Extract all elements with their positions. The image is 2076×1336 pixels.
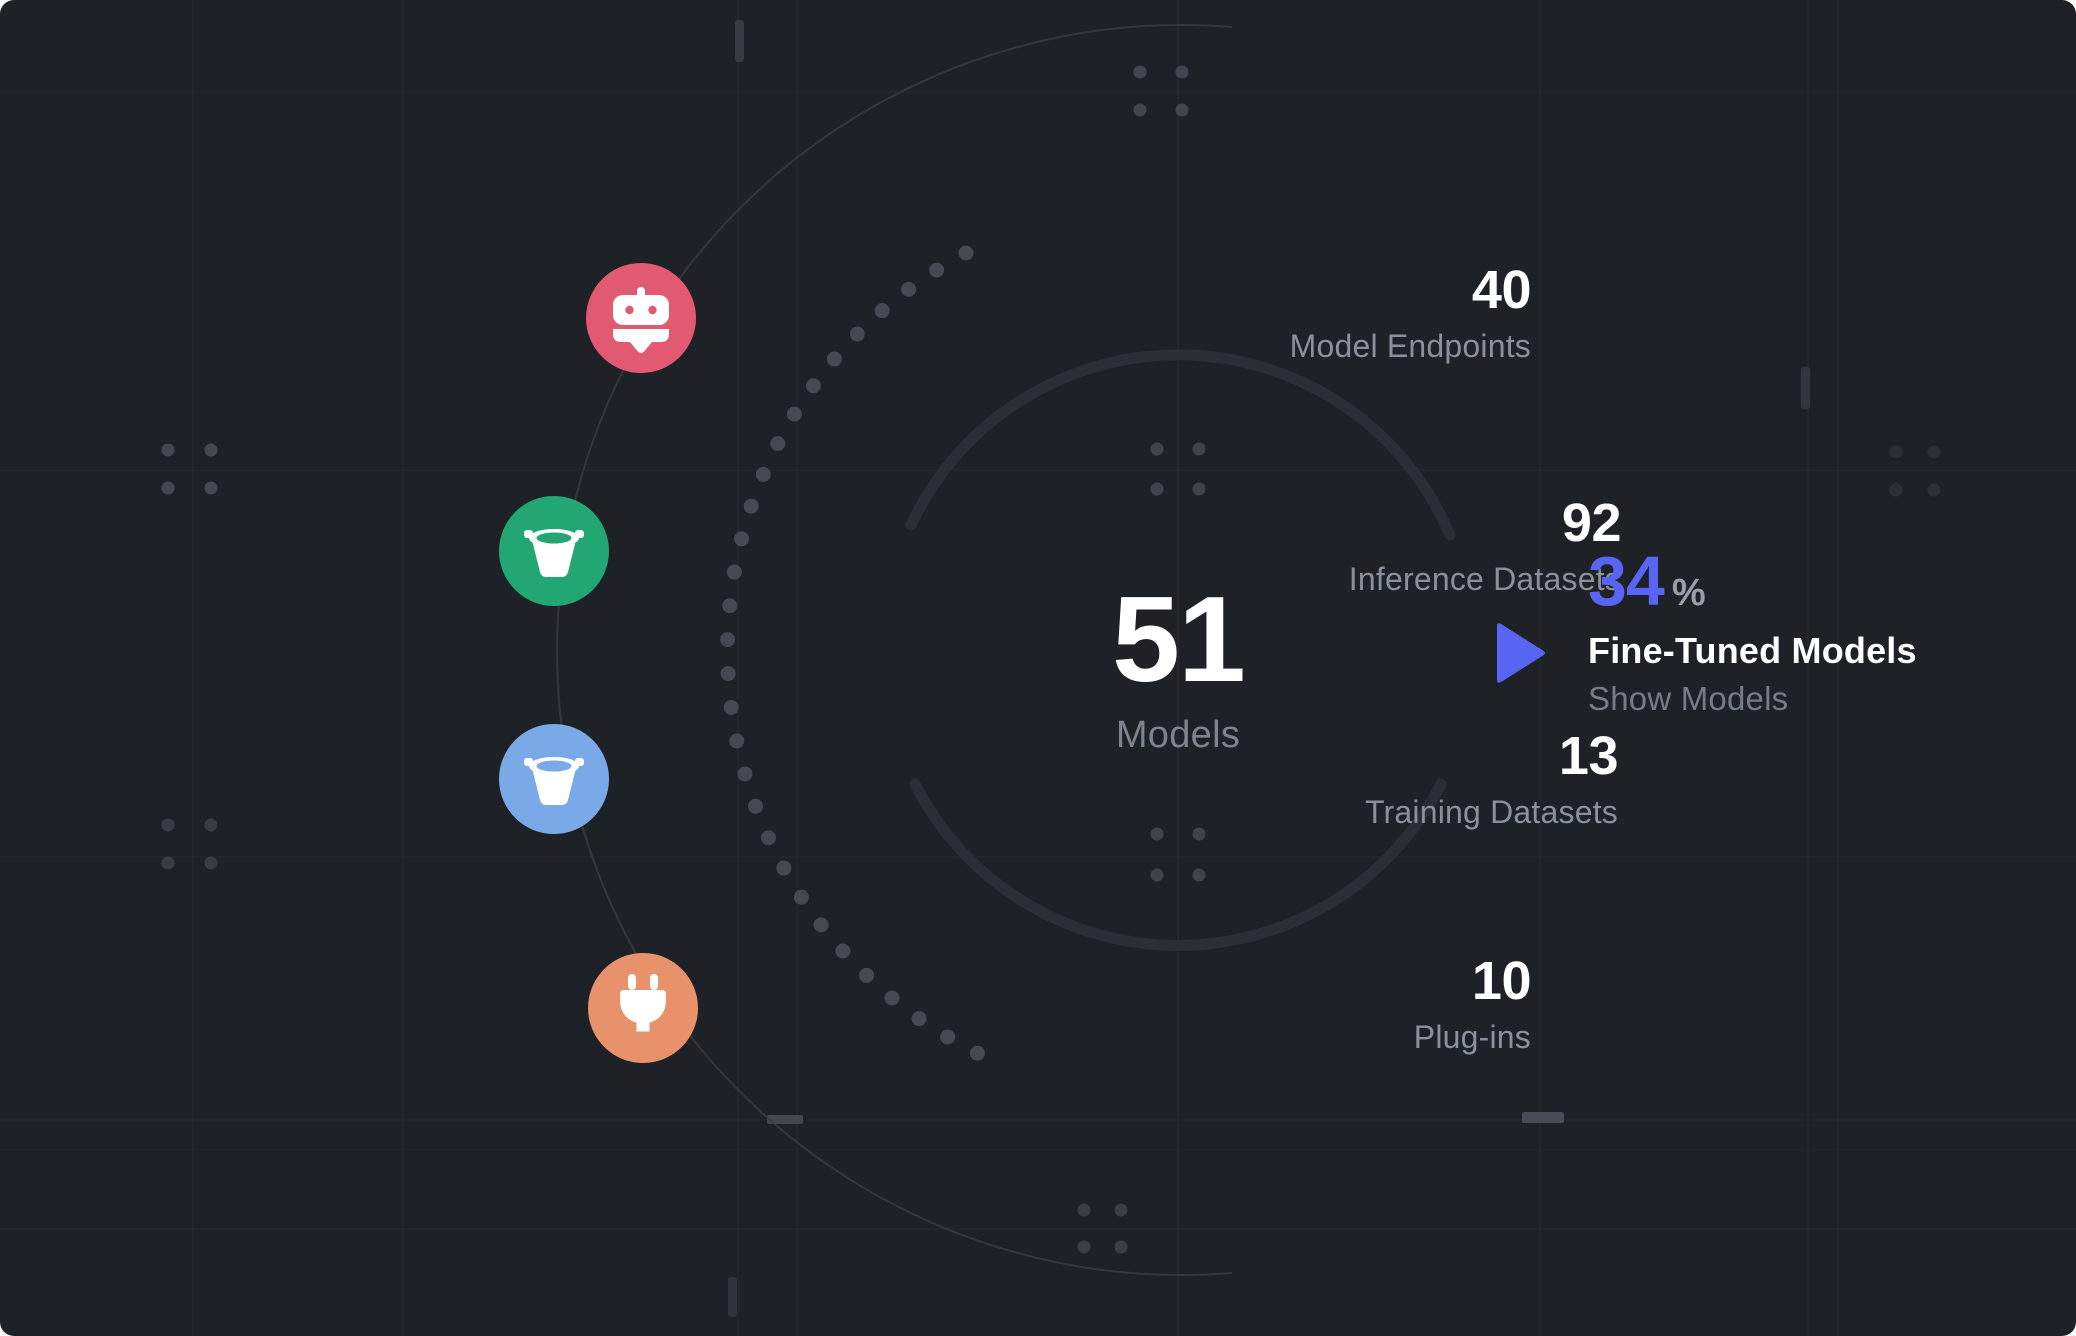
center-ring-bottom-arc <box>909 778 1447 951</box>
orbit-circle <box>556 24 1233 1276</box>
fine-tuned-models-title: Fine-Tuned Models <box>1588 630 1917 671</box>
stat-label: Plug-ins <box>1413 1019 1531 1056</box>
stat-value: 92 <box>1561 493 1622 553</box>
stat-value: 13 <box>1558 726 1619 786</box>
percent-sign: % <box>1671 572 1706 614</box>
plug-icon <box>588 953 698 1063</box>
center-metric: 51 Models <box>1112 571 1246 757</box>
bucket-icon <box>499 724 609 834</box>
center-metric-value: 51 <box>1112 571 1246 707</box>
dotted-arc <box>720 245 1016 1075</box>
robot-icon <box>586 263 696 373</box>
center-ring-top-arc <box>905 349 1456 541</box>
bucket-icon <box>499 496 609 606</box>
center-ring <box>905 349 1456 951</box>
play-triangle-icon <box>1497 623 1545 683</box>
stat-label: Model Endpoints <box>1289 328 1531 365</box>
show-models-link[interactable]: Show Models <box>1588 680 1789 717</box>
fine-tuned-percent: 34 % <box>1588 546 1706 616</box>
dot-cluster <box>1133 65 1189 117</box>
dot-cluster <box>161 443 218 495</box>
stat-value: 10 <box>1471 951 1532 1011</box>
dot-clusters <box>161 65 1941 1254</box>
percent-value: 34 <box>1588 542 1665 620</box>
dot-cluster <box>1150 827 1206 882</box>
dot-cluster <box>161 818 218 870</box>
stat-text: 40 Model Endpoints <box>1289 260 1532 365</box>
stat-label: Training Datasets <box>1365 794 1618 831</box>
dot-cluster <box>1077 1203 1128 1254</box>
dot-cluster <box>1150 442 1206 496</box>
center-metric-label: Models <box>1115 714 1241 756</box>
stat-label: Inference Datasets <box>1348 561 1621 598</box>
tick-marks <box>728 20 1810 1317</box>
stat-value: 40 <box>1471 260 1532 320</box>
stat-text: 13 Training Datasets <box>1365 726 1619 831</box>
dot-cluster <box>1889 445 1941 497</box>
stat-text: 10 Plug-ins <box>1413 951 1532 1056</box>
stat-text: 92 Inference Datasets <box>1348 493 1622 598</box>
